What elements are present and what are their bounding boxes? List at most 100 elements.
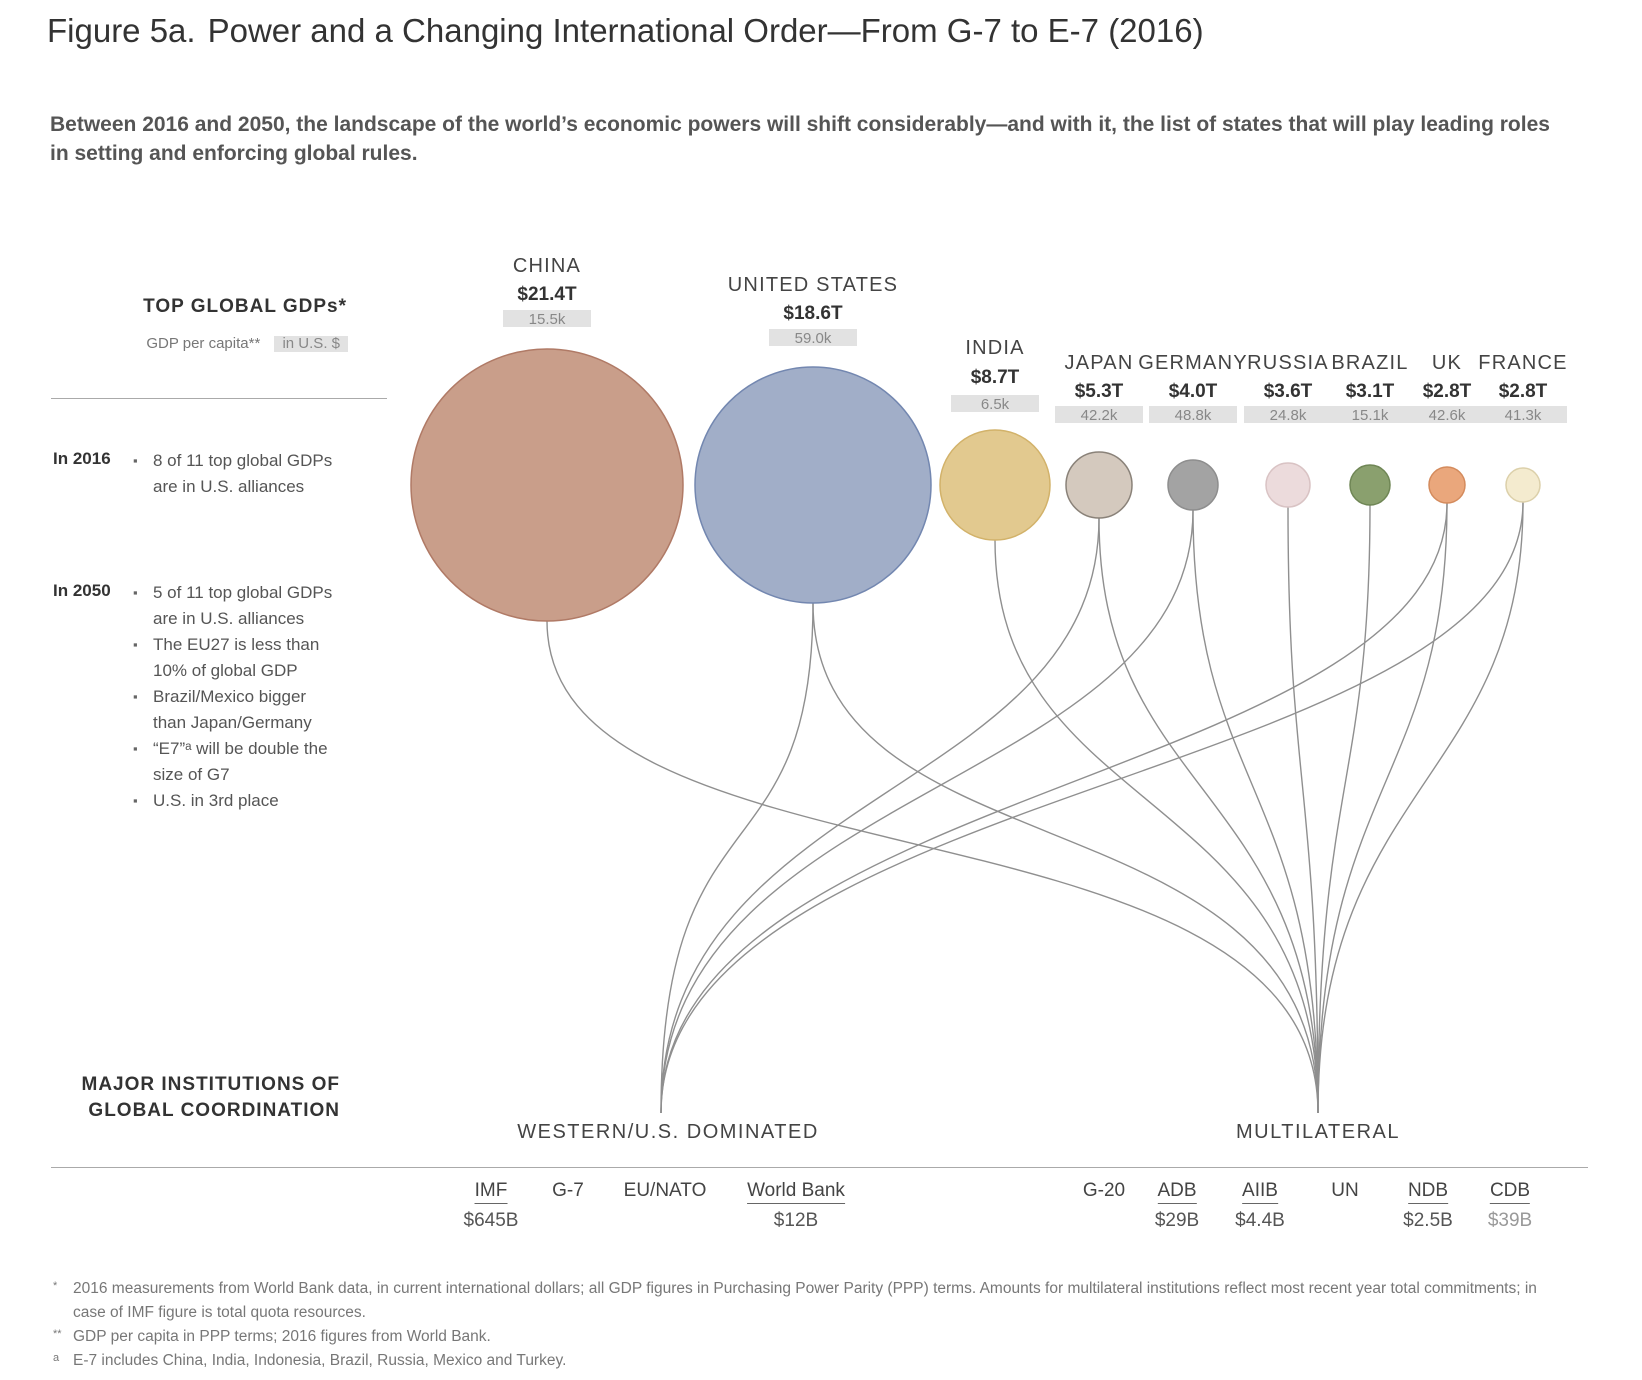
institution-name: IMF (474, 1180, 508, 1204)
uk-per-capita-tag (1403, 406, 1491, 423)
united-states-per-capita-tag (769, 329, 857, 346)
link-brazil-to-multilateral (1317, 504, 1371, 1114)
country-united-states: UNITED STATES $18.6T 59.0k (694, 274, 932, 604)
brazil-gdp-label: $3.1T (1346, 381, 1395, 402)
japan-gdp-bubble (1065, 451, 1133, 519)
link-germany-to-multilateral (1192, 509, 1319, 1114)
institution-name: EU/NATO (623, 1180, 707, 1201)
left-divider (51, 398, 387, 399)
institution-value: $645B (463, 1210, 519, 1231)
uk-name-label: UK (1432, 352, 1462, 374)
figure-title-text: Power and a Changing International Order… (207, 12, 1204, 49)
uk-gdp-label: $2.8T (1423, 381, 1472, 402)
india-per-capita-label: 6.5k (981, 396, 1010, 413)
institution-imf: IMF $645B (464, 1180, 519, 1232)
country-china: CHINA $21.4T 15.5k (410, 255, 684, 622)
france-per-capita-label: 41.3k (1505, 407, 1542, 424)
united-states-gdp-label: $18.6T (783, 303, 843, 324)
brazil-per-capita-tag (1326, 406, 1414, 423)
institution-value: $12B (773, 1210, 819, 1231)
link-uk-to-multilateral (1317, 502, 1448, 1114)
brazil-per-capita-label: 15.1k (1352, 407, 1389, 424)
year-2016-bullets: 8 of 11 top global GDPs are in U.S. alli… (133, 448, 343, 500)
institution-name: G-7 (552, 1180, 584, 1201)
institution-name: G-20 (1082, 1180, 1126, 1201)
institution-value: $4.4B (1235, 1210, 1285, 1231)
year-2016-label: In 2016 (53, 449, 111, 468)
link-india-to-multilateral (994, 539, 1319, 1114)
western-group-label: WESTERN/U.S. DOMINATED (517, 1121, 819, 1143)
institution-cdb: CDB $39B (1488, 1180, 1532, 1232)
figure-label: Figure 5a. (47, 12, 196, 49)
footnote: ** GDP per capita in PPP terms; 2016 figu… (53, 1328, 491, 1345)
uk-gdp-bubble (1428, 466, 1466, 504)
link-japan-to-western (660, 517, 1100, 1114)
germany-gdp-bubble (1167, 459, 1219, 511)
country-france: FRANCE $2.8T 41.3k (1478, 352, 1567, 503)
russia-per-capita-tag (1244, 406, 1332, 423)
germany-per-capita-label: 48.8k (1175, 407, 1212, 424)
india-per-capita-tag (951, 395, 1039, 412)
top-gdps-heading: TOP GLOBAL GDPs* (143, 296, 347, 317)
bullet-item: “E7”ᵃ will be double the size of G7 (133, 736, 343, 788)
japan-per-capita-label: 42.2k (1081, 407, 1118, 424)
institution-g-7: G-7 (552, 1180, 584, 1202)
united-states-name-label: UNITED STATES (728, 274, 898, 296)
india-gdp-label: $8.7T (971, 367, 1020, 388)
japan-per-capita-tag (1055, 406, 1143, 423)
institution-un: UN (1331, 1180, 1358, 1202)
japan-gdp-label: $5.3T (1075, 381, 1124, 402)
united-states-gdp-bubble (694, 366, 932, 604)
institution-name: CDB (1489, 1180, 1531, 1204)
institution-name: World Bank (747, 1180, 845, 1204)
institution-value: $2.5B (1403, 1210, 1453, 1231)
link-germany-to-western (660, 509, 1194, 1114)
france-gdp-label: $2.8T (1499, 381, 1548, 402)
bullet-item: U.S. in 3rd place (133, 788, 343, 814)
germany-name-label: GERMANY (1138, 352, 1248, 374)
link-japan-to-multilateral (1098, 517, 1319, 1114)
institution-ndb: NDB $2.5B (1403, 1180, 1453, 1232)
institution-value: $29B (1154, 1210, 1200, 1231)
multilateral-group-label: MULTILATERAL (1236, 1121, 1400, 1143)
footnotes: * 2016 measurements from World Bank data,… (53, 1277, 1573, 1373)
france-gdp-bubble (1505, 467, 1541, 503)
institution-eu-nato: EU/NATO (624, 1180, 707, 1202)
bullet-item: 8 of 11 top global GDPs are in U.S. alli… (133, 448, 343, 500)
country-uk: UK $2.8T 42.6k (1403, 352, 1491, 504)
china-gdp-label: $21.4T (517, 284, 577, 305)
brazil-gdp-bubble (1349, 464, 1391, 506)
footnote: * 2016 measurements from World Bank data,… (53, 1280, 1537, 1321)
institution-value: $39B (1487, 1210, 1533, 1231)
brazil-name-label: BRAZIL (1331, 352, 1408, 374)
per-capita-unit-tag: in U.S. $ (274, 336, 348, 352)
institution-adb: ADB $29B (1155, 1180, 1199, 1232)
institution-g-20: G-20 (1083, 1180, 1125, 1202)
united-states-per-capita-label: 59.0k (795, 330, 832, 347)
year-2050-bullets: 5 of 11 top global GDPs are in U.S. alli… (133, 580, 343, 814)
per-capita-label: GDP per capita** (146, 335, 261, 352)
footnote: a E-7 includes China, India, Indonesia, B… (53, 1352, 567, 1369)
country-brazil: BRAZIL $3.1T 15.1k (1326, 352, 1414, 506)
japan-name-label: JAPAN (1065, 352, 1134, 374)
link-china-to-multilateral (546, 620, 1319, 1114)
india-gdp-bubble (939, 429, 1051, 541)
germany-per-capita-tag (1149, 406, 1237, 423)
link-france-to-western (660, 501, 1524, 1114)
china-name-label: CHINA (513, 255, 581, 277)
france-per-capita-tag (1479, 406, 1567, 423)
link-russia-to-multilateral (1287, 506, 1319, 1114)
russia-gdp-bubble (1265, 462, 1311, 508)
russia-gdp-label: $3.6T (1264, 381, 1313, 402)
china-per-capita-label: 15.5k (529, 311, 566, 328)
country-india: INDIA $8.7T 6.5k (939, 337, 1051, 541)
year-2050-label: In 2050 (53, 581, 111, 600)
china-gdp-bubble (410, 348, 684, 622)
france-name-label: FRANCE (1478, 352, 1567, 374)
connection-lines (546, 501, 1524, 1114)
institutions-divider (51, 1167, 1588, 1168)
bullet-item: Brazil/Mexico bigger than Japan/Germany (133, 684, 343, 736)
link-france-to-multilateral (1317, 501, 1524, 1114)
link-united-states-to-multilateral (812, 602, 1319, 1114)
